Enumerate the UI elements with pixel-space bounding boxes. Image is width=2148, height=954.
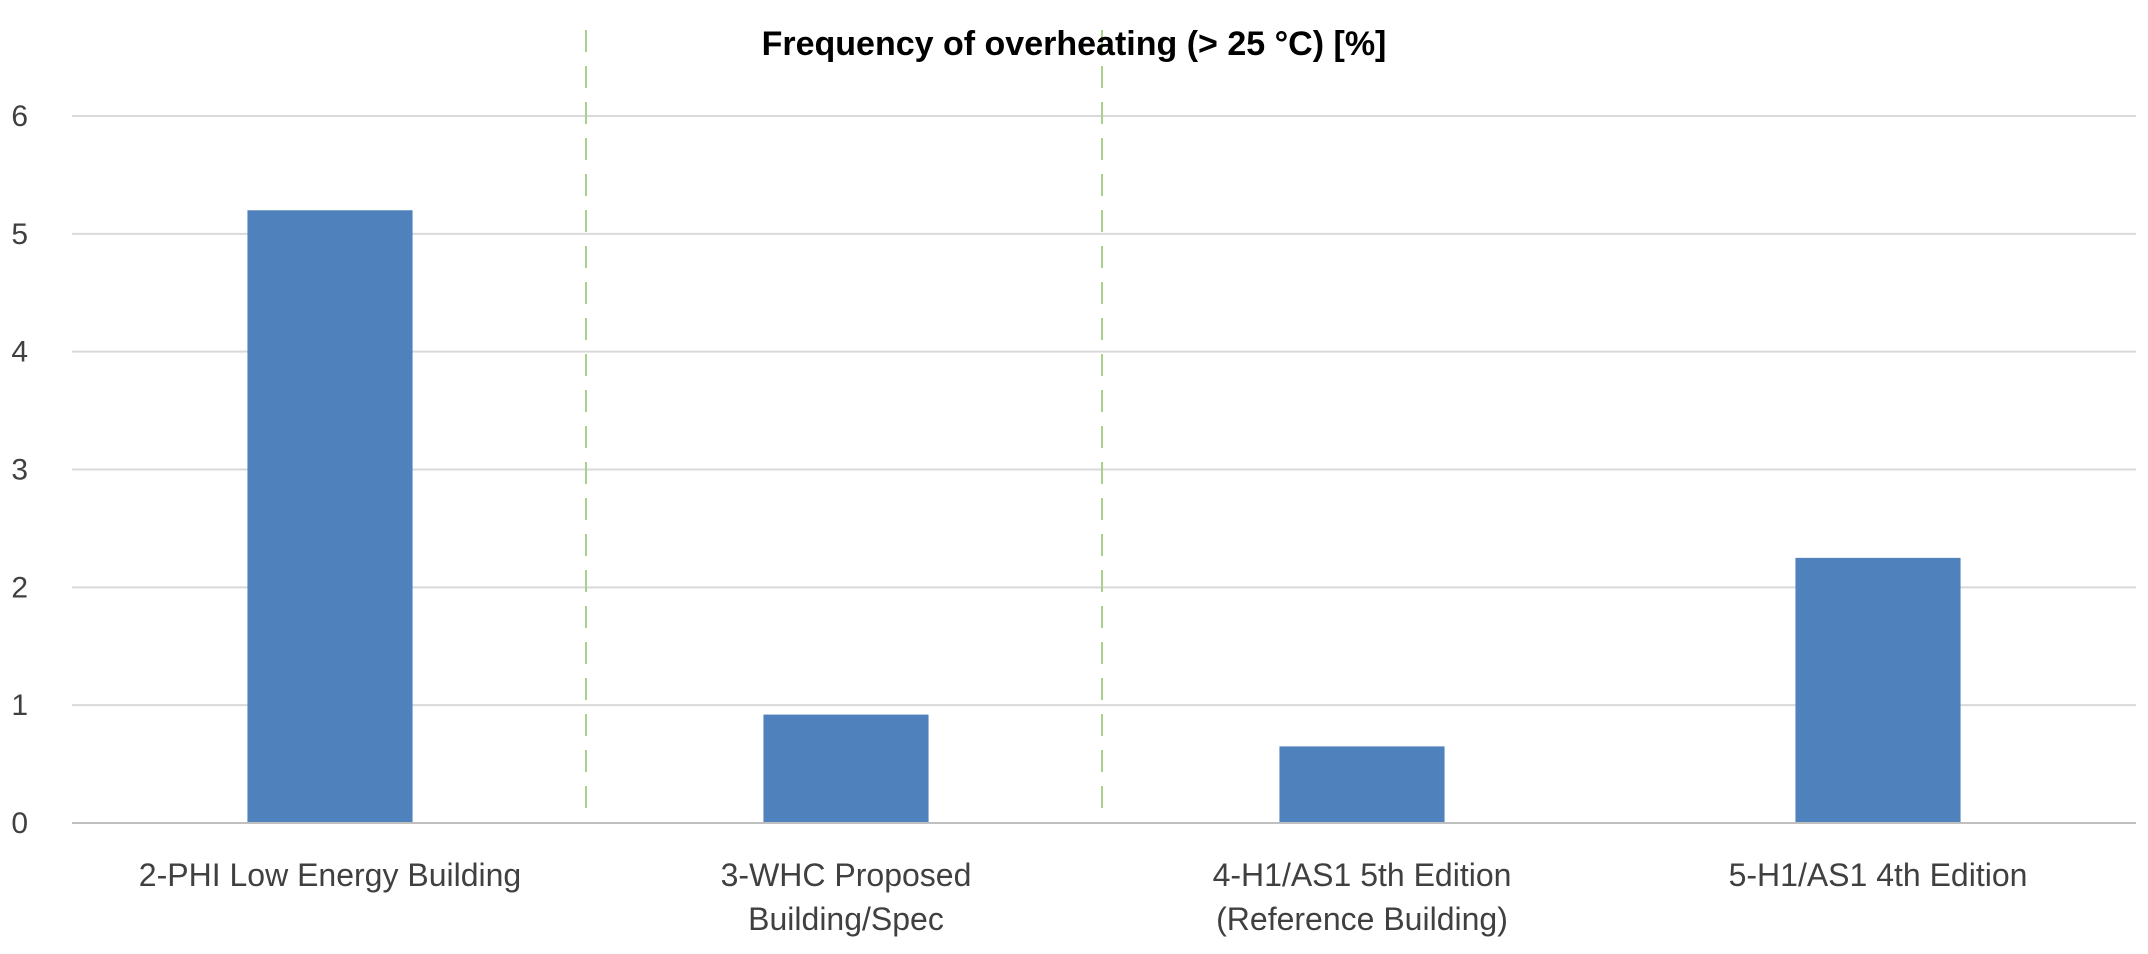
category-label: 4-H1/AS1 5th Edition (Reference Building) [1213, 857, 1512, 937]
y-tick-label: 2 [11, 571, 28, 604]
bars [247, 210, 1961, 823]
bar [763, 714, 929, 823]
chart-title: Frequency of overheating (> 25 °C) [%] [762, 25, 1387, 63]
bar [1279, 746, 1445, 823]
y-tick-labels: 0 1 2 3 4 5 6 [11, 100, 28, 840]
gridlines [72, 115, 2136, 707]
category-label: 2-PHI Low Energy Building [139, 857, 521, 893]
y-tick-label: 3 [11, 454, 28, 487]
category-label-line: 5-H1/AS1 4th Edition [1729, 857, 2028, 893]
y-tick-label: 5 [11, 218, 28, 251]
y-tick-label: 4 [11, 336, 28, 369]
category-label: 3-WHC Proposed Building/Spec [721, 857, 972, 937]
category-label-line: 2-PHI Low Energy Building [139, 857, 521, 893]
bar [247, 210, 413, 823]
category-label: 5-H1/AS1 4th Edition [1729, 857, 2028, 893]
category-label-line: Building/Spec [748, 901, 944, 937]
y-tick-label: 1 [11, 689, 28, 722]
y-tick-label: 6 [11, 100, 28, 133]
bar [1795, 557, 1961, 823]
category-label-line: 3-WHC Proposed [721, 857, 972, 893]
y-tick-label: 0 [11, 807, 28, 840]
category-label-line: (Reference Building) [1216, 901, 1508, 937]
category-label-line: 4-H1/AS1 5th Edition [1213, 857, 1512, 893]
category-labels: 2-PHI Low Energy Building 3-WHC Proposed B… [139, 857, 2028, 937]
group-separators [585, 30, 1103, 823]
